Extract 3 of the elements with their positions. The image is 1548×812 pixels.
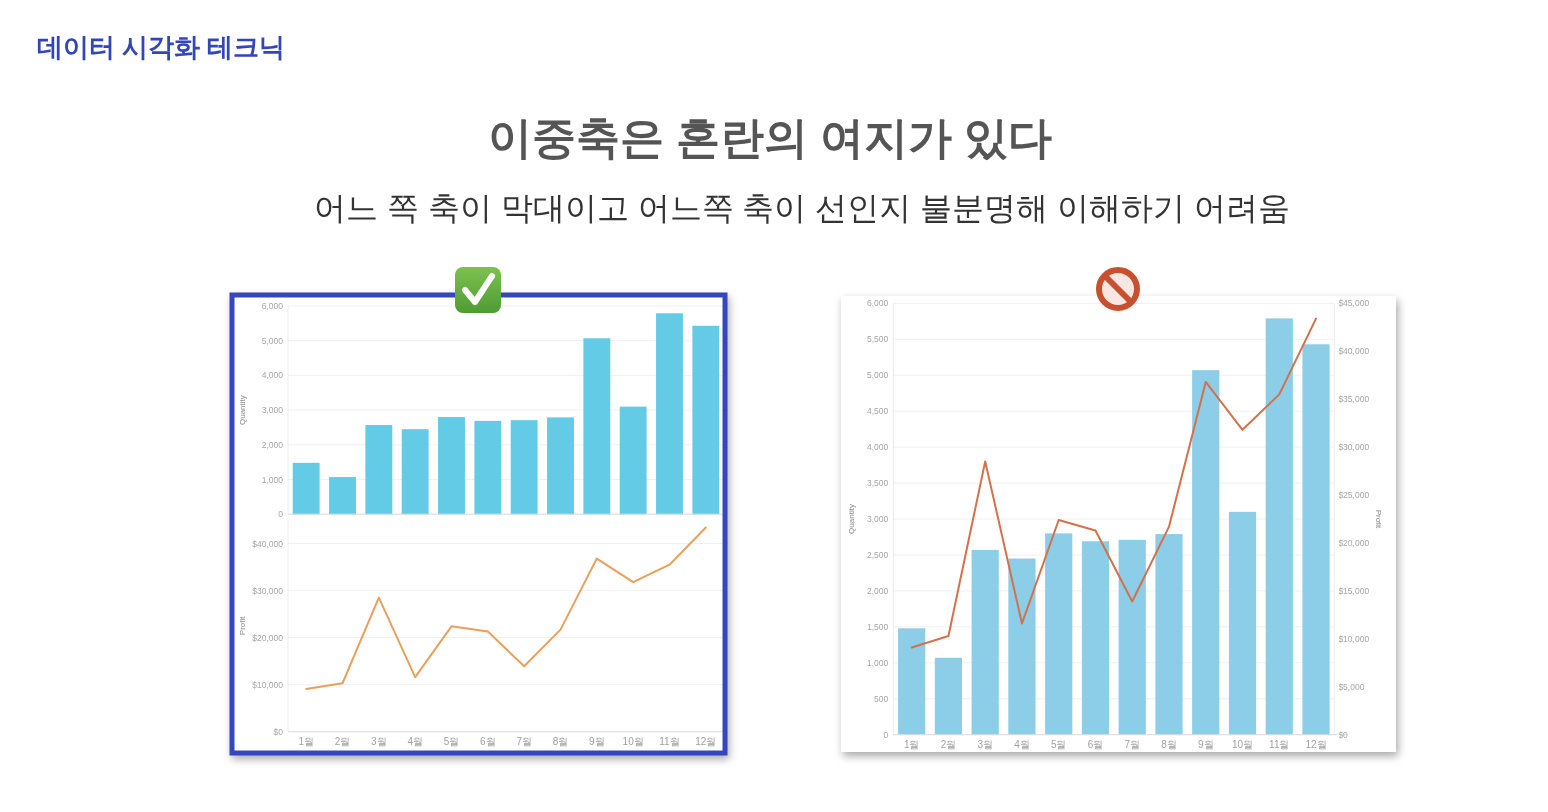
subtitle: 어느 쪽 축이 막대이고 어느쪽 축이 선인지 불분명해 이해하기 어려움	[314, 190, 1290, 226]
title: 이중축은 혼란의 여지가 있다	[487, 112, 1053, 162]
annotation: 데이터 시각화 테크닉	[37, 32, 286, 62]
